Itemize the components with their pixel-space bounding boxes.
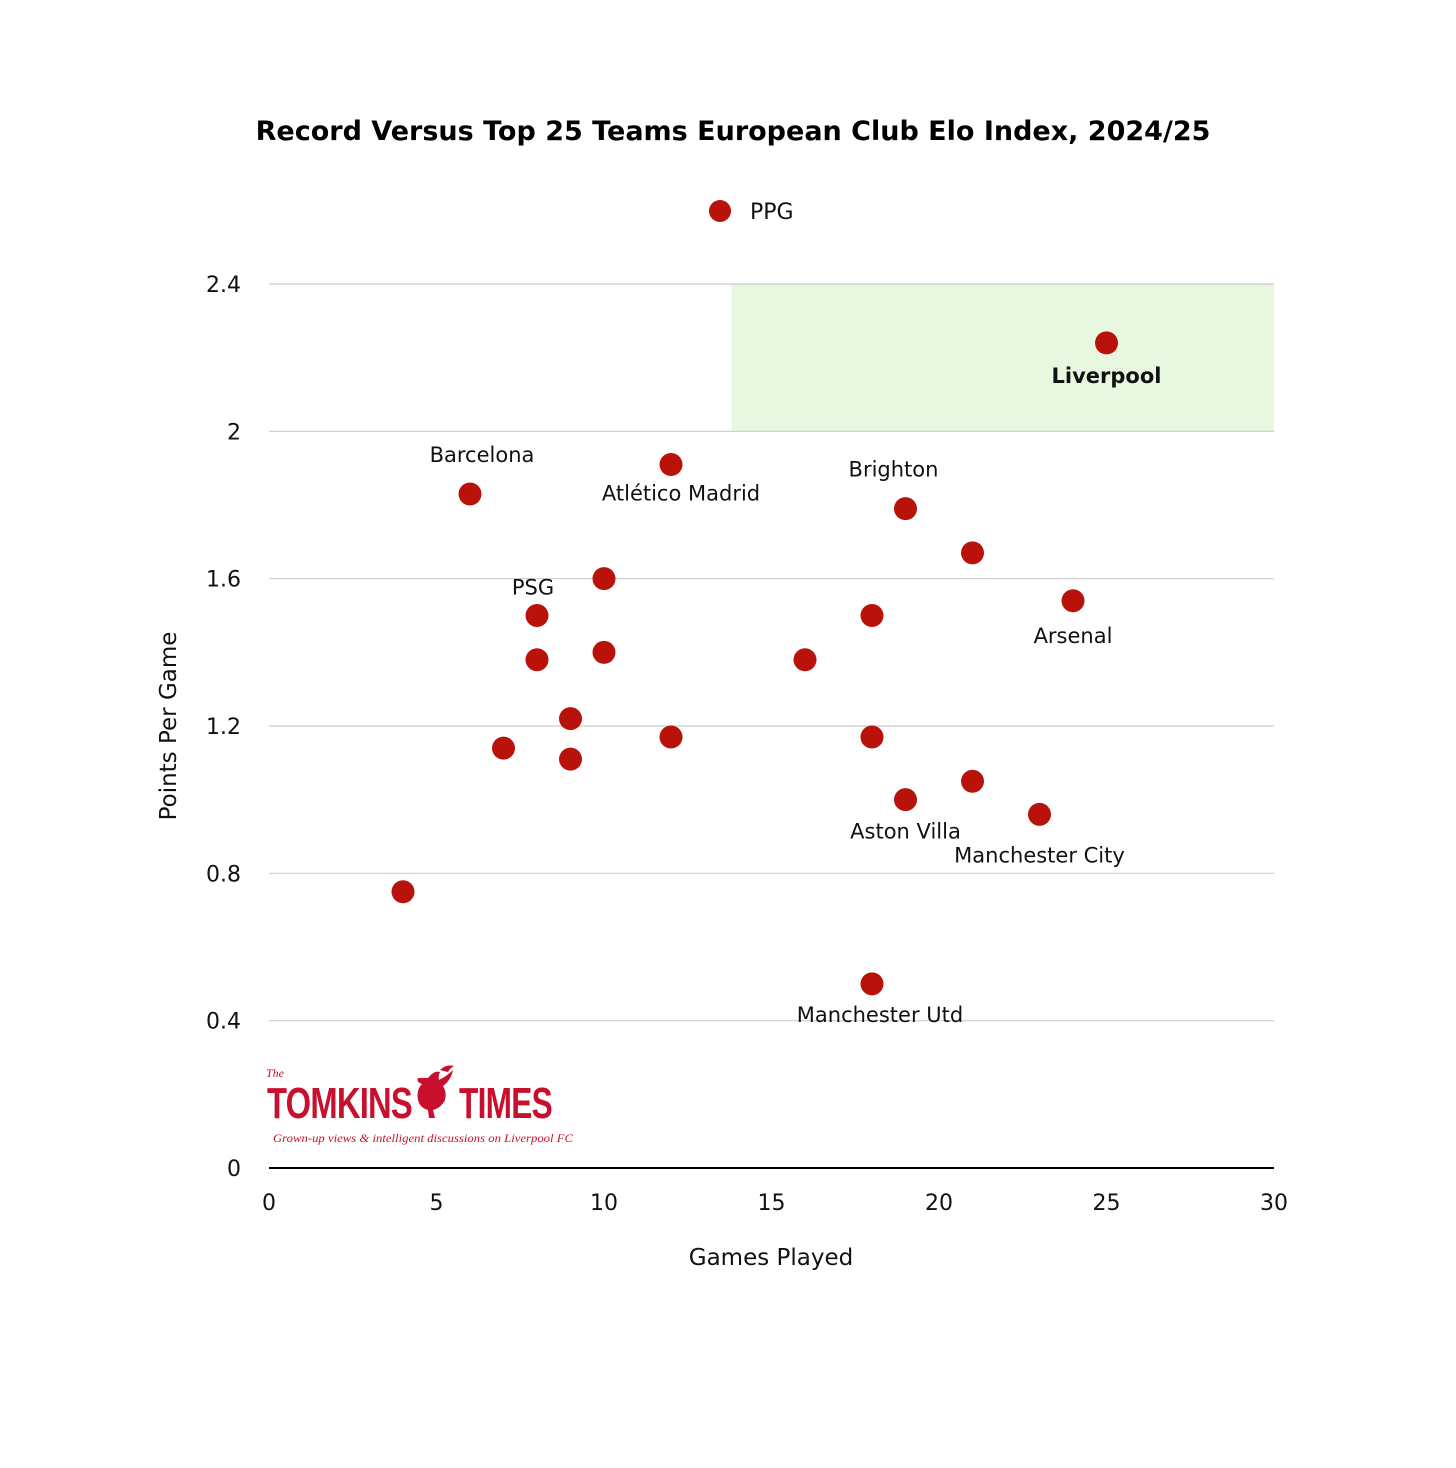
data-point [525,604,549,627]
legend: PPG [709,200,794,225]
y-tick-label: 0 [227,1157,241,1182]
data-point [391,880,415,904]
liver-bird-icon [417,1065,454,1118]
data-point [894,788,917,812]
data-point [1061,589,1085,613]
x-tick-label: 0 [262,1191,276,1216]
chart-title: Record Versus Top 25 Teams European Club… [256,116,1211,147]
y-tick-label: 1.6 [206,568,241,593]
highlight-region [731,284,1274,432]
data-point [1095,331,1118,355]
point-label: PSG [512,576,554,600]
x-tick-label: 10 [590,1191,618,1216]
legend-label: PPG [750,200,794,225]
data-points [391,331,1118,996]
y-tick-label: 1.2 [206,715,241,740]
data-point [860,604,884,627]
point-label: Manchester City [954,843,1125,867]
x-tick-label: 15 [758,1191,786,1216]
data-point [458,482,482,506]
x-tick-label: 5 [430,1191,444,1216]
data-point [894,497,917,521]
tomkins-times-logo: The TOMKINS TIMES Grown-up views & intel… [266,1065,574,1145]
x-axis-ticks: 0 5 10 15 20 25 30 [262,1191,1288,1216]
point-label: Atlético Madrid [602,481,760,505]
data-point [793,648,817,672]
data-point [592,567,616,591]
logo-tagline: Grown-up views & intelligent discussions… [273,1131,574,1145]
logo-the: The [266,1066,285,1080]
point-annotations: Liverpool Barcelona Atlético Madrid Brighto… [430,364,1162,1027]
data-point [860,972,884,996]
data-point [659,452,683,476]
x-tick-label: 20 [925,1191,953,1216]
data-point [592,640,616,664]
data-point [659,725,683,749]
y-tick-label: 2.4 [206,273,241,298]
logo-name-right: TIMES [459,1079,552,1128]
data-point [860,725,884,749]
y-axis-title: Points Per Game [156,632,182,821]
data-point [559,747,582,771]
logo-name-left: TOMKINS [267,1079,412,1128]
data-point [961,769,984,793]
point-label: Barcelona [430,443,535,467]
y-tick-label: 0.4 [206,1010,241,1035]
x-tick-label: 25 [1093,1191,1121,1216]
point-label: Arsenal [1034,624,1113,648]
y-axis-ticks: 0 0.4 0.8 1.2 1.6 2 2.4 [206,273,241,1182]
x-axis-title: Games Played [689,1245,853,1271]
data-point [961,541,984,565]
y-tick-label: 2 [227,420,241,445]
y-tick-label: 0.8 [206,862,241,887]
legend-swatch [709,200,731,222]
point-label: Aston Villa [850,820,961,844]
data-point [559,707,582,731]
point-label: Liverpool [1052,364,1162,388]
gridlines [269,283,1274,1022]
data-point [1028,802,1051,826]
point-label: Brighton [849,458,939,482]
x-tick-label: 30 [1260,1191,1288,1216]
data-point [492,736,515,760]
point-label: Manchester Utd [797,1003,963,1027]
data-point [525,648,549,672]
